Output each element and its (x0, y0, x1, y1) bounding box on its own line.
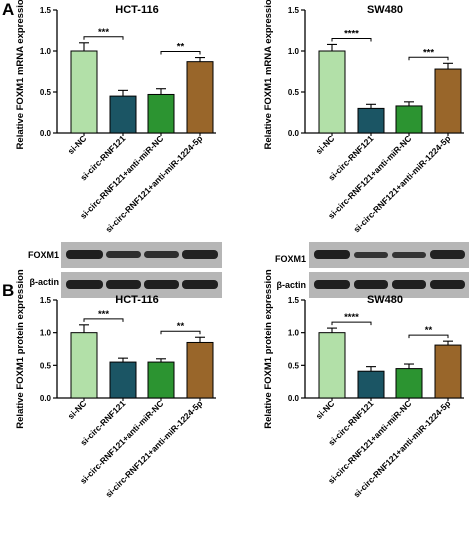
blot-band (144, 251, 179, 258)
bar (318, 50, 346, 134)
chart-3: SW480 Relative FOXM1 protein expression 0.… (263, 269, 464, 499)
significance-label: *** (98, 309, 109, 320)
blot-label-foxm1: FOXM1 (275, 254, 306, 264)
bar (395, 368, 423, 399)
bar (147, 361, 175, 399)
bar (70, 50, 98, 134)
blot-band (354, 280, 388, 289)
significance-bracket (408, 56, 449, 61)
chart-0: HCT-116 Relative FOXM1 mRNA expression 0.0… (15, 0, 216, 234)
bar (147, 93, 175, 134)
blot-band (430, 250, 465, 259)
y-tick-label: 0.0 (288, 129, 300, 138)
significance-label: *** (423, 47, 434, 58)
significance-label: ** (177, 42, 185, 53)
significance-bracket (331, 37, 372, 42)
x-tick-label: si-NC (314, 398, 337, 421)
chart-title: SW480 (367, 4, 403, 16)
blot-band (106, 251, 141, 258)
y-tick-label: 0.0 (40, 129, 52, 138)
y-tick-label: 1.0 (40, 47, 52, 56)
blot-band (144, 280, 179, 289)
bar (357, 107, 385, 134)
y-tick-label: 0.5 (288, 361, 300, 370)
blot-band (354, 252, 388, 258)
chart-2: HCT-116 Relative FOXM1 protein expression… (15, 269, 216, 499)
x-tick-label: si-NC (314, 133, 337, 156)
y-tick-label: 1.0 (40, 329, 52, 338)
bar (109, 95, 137, 134)
blot-label-beta-actin: β-actin (30, 277, 60, 287)
blot-band (182, 280, 218, 289)
significance-bracket (331, 321, 372, 326)
significance-label: ** (425, 325, 433, 336)
y-tick-label: 1.5 (40, 6, 52, 15)
blot-band (106, 280, 141, 289)
blot-band (392, 252, 426, 258)
blot-band (430, 280, 465, 289)
chart-title: HCT-116 (115, 294, 158, 306)
y-tick-label: 0.5 (40, 361, 52, 370)
significance-bracket (160, 330, 201, 335)
y-axis-label: Relative FOXM1 protein expression (263, 269, 274, 429)
y-tick-label: 1.5 (288, 6, 300, 15)
blot-label-foxm1: FOXM1 (28, 250, 59, 260)
panel-letter-b: B (2, 281, 14, 300)
y-tick-label: 0.0 (40, 394, 52, 403)
blot-band (66, 280, 103, 289)
chart-title: SW480 (367, 294, 403, 306)
blot-band (314, 250, 350, 259)
y-tick-label: 0.5 (288, 88, 300, 97)
blot-band (392, 280, 426, 289)
blot-band (66, 250, 103, 259)
y-tick-label: 1.5 (40, 296, 52, 305)
bar (186, 341, 214, 399)
x-tick-label: si-NC (66, 133, 89, 156)
significance-bracket (83, 318, 124, 322)
bar (357, 370, 385, 399)
bar (318, 332, 346, 399)
x-tick-label: si-NC (66, 398, 89, 421)
chart-title: HCT-116 (115, 4, 158, 16)
significance-bracket (160, 51, 201, 55)
western-blot-left: FOXM1 β-actin (28, 242, 222, 298)
y-tick-label: 1.0 (288, 47, 300, 56)
blot-band (314, 280, 350, 289)
y-tick-label: 0.5 (40, 88, 52, 97)
bar (109, 361, 137, 399)
bar (395, 105, 423, 134)
panel-letter-a: A (2, 0, 14, 19)
blot-band (182, 250, 218, 259)
blot-label-beta-actin: β-actin (277, 280, 307, 290)
y-axis-label: Relative FOXM1 protein expression (15, 269, 26, 429)
y-tick-label: 0.0 (288, 394, 300, 403)
significance-label: **** (344, 28, 359, 39)
bar (434, 344, 462, 399)
bar (186, 61, 214, 134)
significance-bracket (408, 334, 449, 339)
significance-label: *** (98, 27, 109, 38)
western-blot-right: FOXM1 β-actin (275, 242, 469, 298)
chart-1: SW480 Relative FOXM1 mRNA expression 0.0 0.… (263, 0, 464, 234)
y-tick-label: 1.5 (288, 296, 300, 305)
y-axis-label: Relative FOXM1 mRNA expression (15, 0, 26, 149)
y-tick-label: 1.0 (288, 329, 300, 338)
y-axis-label: Relative FOXM1 mRNA expression (263, 0, 274, 149)
bar (70, 332, 98, 399)
significance-label: ** (177, 321, 185, 332)
significance-bracket (83, 36, 124, 40)
bar (434, 68, 462, 134)
significance-label: **** (344, 312, 359, 323)
